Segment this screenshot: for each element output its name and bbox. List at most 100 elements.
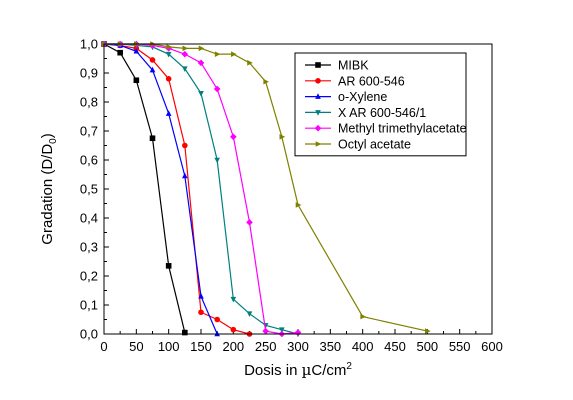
tick-layer: 0 50 100 150 200 250 300 350 400 450 500 550 600 0,0 0… xyxy=(80,37,503,355)
x-tick-label: 300 xyxy=(287,339,309,354)
data-point xyxy=(230,296,237,303)
data-point xyxy=(165,76,172,82)
data-point xyxy=(360,313,366,320)
y-axis-title-sub: 0 xyxy=(48,138,59,144)
y-tick-label: 0,0 xyxy=(80,327,98,342)
data-point xyxy=(279,327,285,333)
data-point xyxy=(133,47,140,54)
x-tick-label: 200 xyxy=(222,339,244,354)
data-point xyxy=(166,44,172,50)
x-tick-label: 50 xyxy=(129,339,143,354)
x-tick-label: 450 xyxy=(384,339,406,354)
data-point xyxy=(133,77,140,84)
data-point xyxy=(182,66,188,72)
legend-label: X AR 600-546/1 xyxy=(338,106,426,120)
series-line xyxy=(104,43,299,335)
data-point xyxy=(214,157,220,164)
x-axis-title-unit: C/cm xyxy=(311,362,346,379)
y-tick-label: 0,2 xyxy=(80,269,98,284)
data-point xyxy=(182,329,188,336)
data-point xyxy=(165,51,172,58)
data-point xyxy=(149,66,156,73)
series-2 xyxy=(101,40,220,337)
legend-item: Methyl trimethylacetate xyxy=(305,122,467,136)
data-point xyxy=(213,85,221,93)
data-point xyxy=(117,49,123,56)
y-tick-label: 0,7 xyxy=(80,124,98,139)
data-point xyxy=(230,133,237,141)
data-point xyxy=(214,316,220,323)
y-tick-label: 0,9 xyxy=(80,66,98,81)
data-point xyxy=(425,328,431,334)
y-tick-label: 0,5 xyxy=(80,182,98,197)
data-point xyxy=(182,45,189,52)
x-tick-label: 600 xyxy=(481,339,503,354)
x-tick-label: 0 xyxy=(100,339,107,354)
data-point xyxy=(279,134,286,140)
x-axis-title-mu: µ xyxy=(302,361,312,379)
data-point xyxy=(294,329,302,336)
y-tick-label: 1,0 xyxy=(80,37,98,52)
series-line xyxy=(103,43,186,333)
legend-item: AR 600-546 xyxy=(305,74,405,88)
data-point xyxy=(182,142,188,149)
x-tick-label: 150 xyxy=(190,339,212,354)
series-1 xyxy=(101,41,253,337)
data-point xyxy=(181,50,189,58)
data-point xyxy=(315,141,322,147)
legend-item: MIBK xyxy=(305,59,369,73)
y-axis-title-end: ) xyxy=(39,133,56,138)
series-line xyxy=(104,43,299,335)
legend-item: Octyl acetate xyxy=(305,138,411,152)
data-point xyxy=(315,62,321,68)
x-tick-label: 250 xyxy=(255,339,277,354)
data-point xyxy=(315,110,321,116)
data-point xyxy=(182,172,188,179)
data-point xyxy=(165,110,172,116)
data-point xyxy=(149,57,156,63)
y-tick-label: 0,6 xyxy=(80,153,98,168)
data-point xyxy=(231,51,237,57)
data-point xyxy=(315,93,321,99)
x-tick-label: 500 xyxy=(416,339,438,354)
legend-label: Methyl trimethylacetate xyxy=(338,122,467,136)
data-point xyxy=(165,263,172,269)
data-point xyxy=(295,202,302,208)
series-line xyxy=(103,43,250,335)
data-point xyxy=(262,327,269,335)
x-tick-label: 350 xyxy=(319,339,341,354)
legend-label: o-Xylene xyxy=(338,90,387,104)
y-axis-title-base: Gradation (D/D xyxy=(39,144,56,245)
y-tick-label: 0,1 xyxy=(80,298,98,313)
x-axis-title: Dosis in µC/cm2 xyxy=(244,361,352,379)
data-point xyxy=(197,59,205,67)
y-tick-label: 0,3 xyxy=(80,240,98,255)
legend-label: AR 600-546 xyxy=(338,74,405,88)
legend-label: Octyl acetate xyxy=(338,138,411,152)
x-tick-label: 550 xyxy=(449,339,471,354)
legend-item: X AR 600-546/1 xyxy=(305,106,426,120)
series-line xyxy=(103,43,218,335)
legend-box xyxy=(294,52,467,157)
series-0 xyxy=(101,41,188,336)
data-point xyxy=(246,219,253,226)
legend-label: MIBK xyxy=(338,59,369,73)
data-point xyxy=(263,78,269,85)
legend-item: o-Xylene xyxy=(305,90,387,104)
data-point xyxy=(247,60,253,66)
y-tick-label: 0,4 xyxy=(80,211,98,226)
data-point xyxy=(314,124,322,132)
data-point xyxy=(246,311,253,317)
x-tick-label: 100 xyxy=(158,339,180,354)
x-axis-title-sup: 2 xyxy=(346,361,352,372)
data-point xyxy=(198,91,204,97)
data-point xyxy=(214,51,221,57)
data-point xyxy=(149,135,156,142)
data-point xyxy=(230,326,237,333)
y-axis-title: Gradation (D/D0) xyxy=(39,133,59,244)
plot-frame xyxy=(103,43,493,335)
data-point xyxy=(198,45,205,52)
data-point xyxy=(198,309,204,316)
